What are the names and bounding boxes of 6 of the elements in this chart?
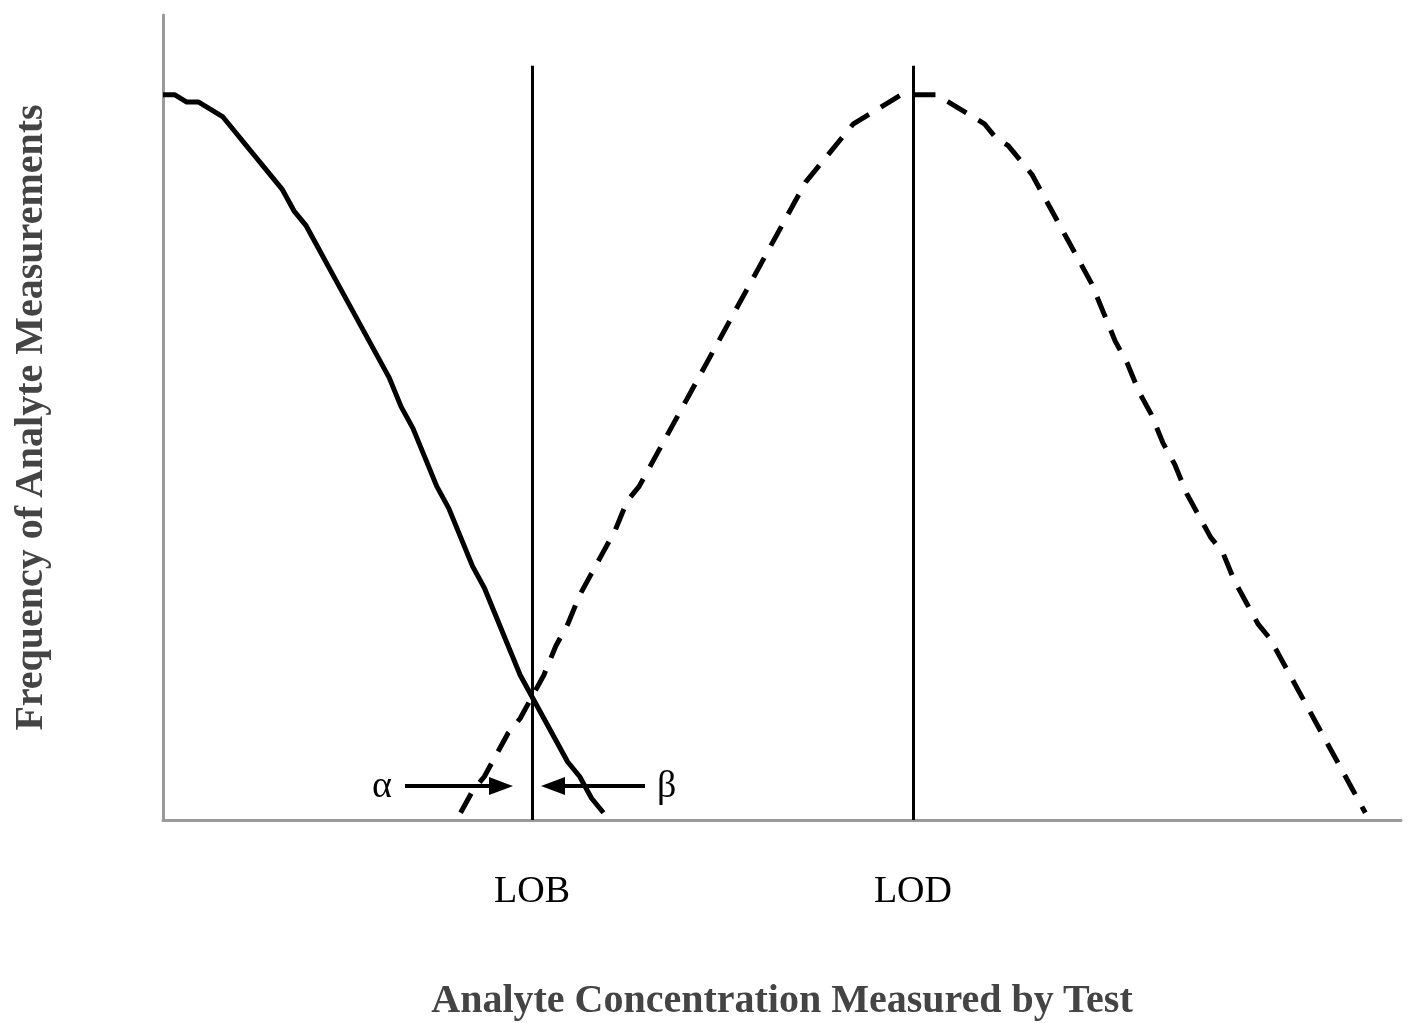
x-tick-label: LOD bbox=[873, 868, 952, 910]
annotation: α bbox=[372, 762, 392, 806]
y-axis-title: Frequency of Analyte Measurements bbox=[5, 104, 51, 731]
x-tick-label: LOB bbox=[494, 868, 571, 910]
x-axis-title: Analyte Concentration Measured by Test bbox=[431, 975, 1134, 1021]
annotation: β bbox=[657, 762, 677, 806]
